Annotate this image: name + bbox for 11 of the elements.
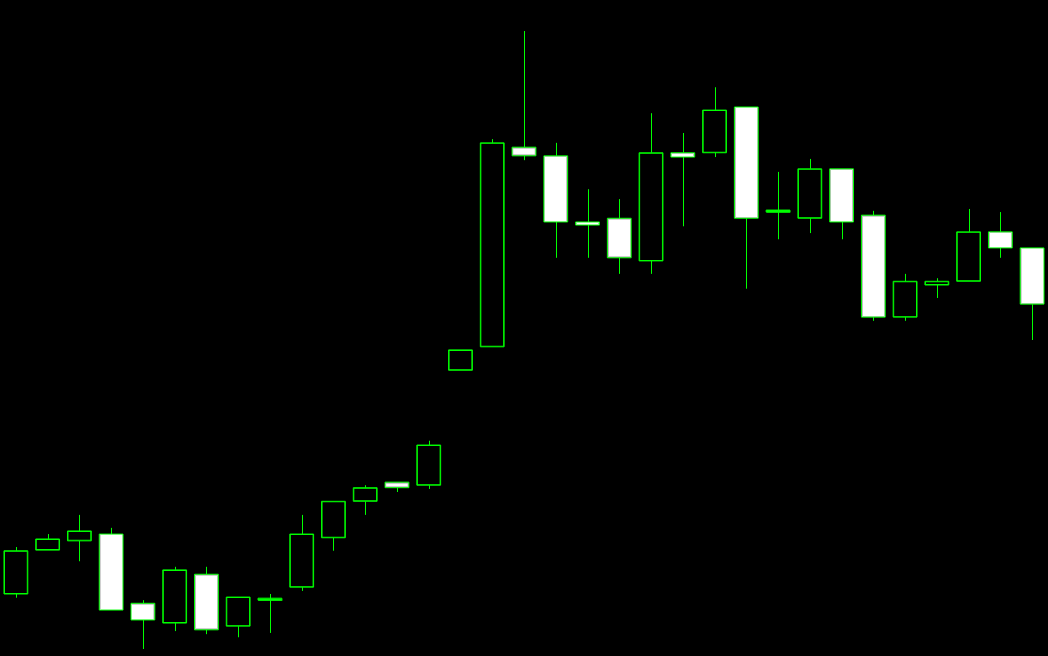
candlestick xyxy=(543,142,569,259)
candlestick xyxy=(987,211,1013,259)
candlestick xyxy=(956,208,982,282)
candlestick xyxy=(194,566,219,635)
candlestick xyxy=(733,106,759,290)
candlestick xyxy=(1019,247,1045,341)
candlestick xyxy=(384,481,410,493)
candlestick xyxy=(606,198,632,275)
candlestick xyxy=(511,30,537,161)
candlestick xyxy=(829,168,854,240)
candlestick xyxy=(130,599,156,650)
